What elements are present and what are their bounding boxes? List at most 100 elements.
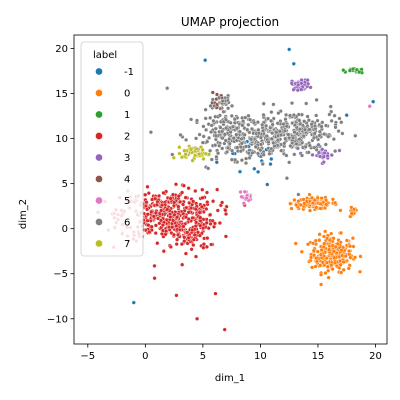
scatter-point-label-6	[239, 141, 244, 146]
scatter-point-label-6	[201, 124, 206, 129]
scatter-point-label-6	[274, 130, 279, 135]
scatter-point-label-2	[181, 183, 186, 188]
legend-label: 6	[124, 218, 130, 229]
scatter-point-label-0	[346, 249, 352, 254]
scatter-point-label-6	[233, 157, 238, 162]
scatter-point-label-2	[152, 276, 157, 281]
scatter-point-label-6	[283, 117, 288, 122]
scatter-point-label-2	[160, 203, 165, 208]
scatter-point-label-2	[193, 188, 198, 194]
scatter-point-label-2	[223, 211, 229, 217]
scatter-point-label-2	[197, 233, 202, 238]
scatter-point-label-0	[307, 208, 313, 213]
legend-label: 1	[124, 110, 130, 121]
scatter-point-label-6	[304, 101, 309, 106]
scatter-point-label-6	[189, 117, 194, 122]
scatter-point-label-2	[145, 184, 150, 189]
scatter-point-label-0	[338, 262, 343, 267]
scatter-point-label-6	[247, 117, 253, 122]
scatter-point-label-0	[343, 254, 348, 259]
scatter-point-label-2	[170, 192, 176, 197]
scatter-point-label-2	[172, 212, 177, 217]
scatter-point-label-2	[144, 200, 149, 205]
scatter-point-label-6	[248, 137, 253, 142]
scatter-point-label-6	[201, 134, 206, 139]
scatter-point-label-0	[352, 255, 358, 260]
legend-item: 4	[95, 175, 130, 186]
scatter-point-label-6	[269, 146, 274, 151]
scatter-point-label-0	[311, 241, 316, 246]
scatter-point-label-6	[289, 100, 295, 106]
scatter-point-label-0	[293, 241, 298, 246]
scatter-point-label-6	[278, 133, 284, 138]
scatter-point-label-2	[177, 227, 182, 232]
scatter-point-label-6	[213, 143, 218, 148]
scatter-point-label-0	[313, 264, 318, 269]
scatter-point-label-2	[163, 232, 168, 237]
scatter-point-label-0	[309, 255, 314, 260]
scatter-point-label-0	[341, 267, 346, 272]
scatter-point-label-2	[161, 249, 166, 254]
scatter-point-label-0	[327, 247, 332, 252]
legend-label: 3	[124, 153, 130, 164]
scatter-point-label-2	[171, 218, 176, 223]
scatter-point-label-6	[213, 133, 218, 138]
scatter-point-label-0	[317, 232, 322, 237]
scatter-point-label-6	[197, 132, 202, 137]
scatter-point-label-6	[261, 112, 266, 117]
scatter-point-label-6	[316, 142, 321, 147]
scatter-point-label-2	[145, 212, 150, 217]
scatter-point-label-2	[175, 237, 180, 242]
scatter-point-label-6	[148, 130, 153, 135]
scatter-point-label-6	[311, 135, 317, 140]
points-layer	[95, 47, 376, 332]
scatter-point-label-6	[228, 130, 233, 135]
scatter-point-label-6	[320, 120, 325, 125]
legend-item: 5	[95, 196, 130, 207]
legend-marker	[95, 153, 103, 162]
scatter-point-label-3	[316, 150, 321, 155]
scatter-point-label-6	[327, 112, 332, 117]
scatter-point-label-2	[158, 218, 164, 223]
scatter-point-label-6	[309, 122, 314, 127]
scatter-point-label-2	[182, 235, 187, 240]
y-axis-ticks: −10 −5 0 5 10 15 20	[47, 44, 74, 325]
legend-marker	[95, 110, 103, 119]
scatter-point-label-6	[237, 129, 242, 134]
scatter-point-label-2	[150, 197, 155, 202]
legend-label: -1	[124, 67, 134, 78]
legend: label -1 0 1 2 3 4 5 6 7	[80, 41, 144, 257]
scatter-point-label-2	[149, 209, 154, 214]
scatter-point-label-6	[246, 151, 251, 156]
scatter-point-label-0	[289, 206, 294, 211]
plot-frame	[73, 34, 388, 345]
scatter-point-label-0	[348, 255, 353, 260]
scatter-point-label-6	[284, 112, 289, 117]
legend-item: 2	[95, 132, 130, 143]
scatter-point-label-2	[174, 242, 179, 247]
scatter-point-label-2	[174, 293, 179, 298]
scatter-point-label-7	[177, 145, 182, 150]
scatter-point-label-6	[220, 129, 225, 134]
scatter-point-label-6	[213, 126, 218, 131]
scatter-point-label-0	[358, 254, 363, 259]
scatter-point-label-6	[256, 131, 261, 136]
scatter-point-label-6	[353, 133, 358, 138]
scatter-point-label-6	[322, 131, 327, 137]
scatter-point-label-0	[340, 253, 345, 258]
scatter-point-label-6	[247, 155, 252, 160]
scatter-point-label-0	[319, 272, 324, 277]
legend-item: 1	[95, 110, 130, 121]
scatter-point-label-7	[203, 151, 208, 156]
scatter-point-label-6	[208, 115, 213, 120]
scatter-point-label-6	[229, 103, 235, 108]
scatter-point-label-6	[194, 136, 199, 141]
scatter-point-label-6	[340, 131, 345, 136]
scatter-point-label-3	[322, 150, 327, 156]
y-tick-label: 15	[55, 89, 68, 100]
scatter-point-label-6	[235, 145, 240, 150]
scatter-point-label-0	[315, 249, 320, 254]
scatter-point-label-6	[230, 148, 235, 153]
legend-item: 7	[95, 239, 130, 250]
